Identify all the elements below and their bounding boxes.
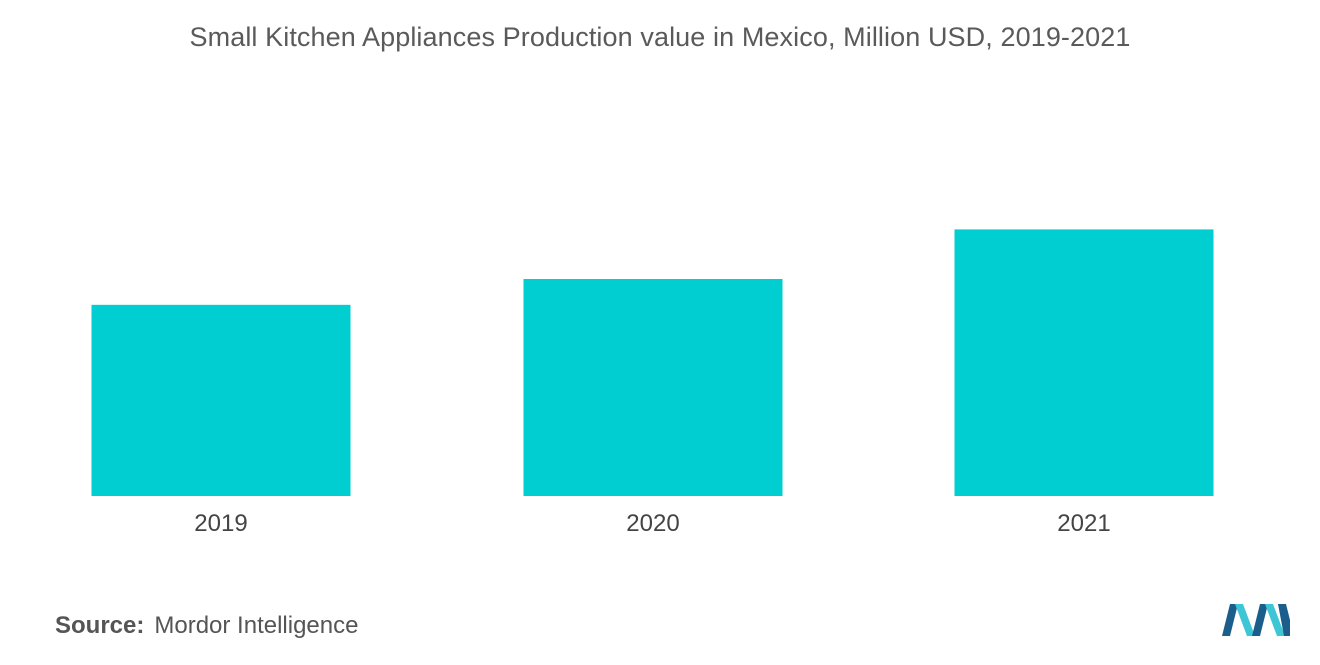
mordor-intelligence-logo-icon: [1222, 604, 1290, 636]
bar-2019: [91, 304, 351, 496]
source-label: Source:: [55, 612, 145, 639]
x-tick-label-2021: 2021: [1057, 510, 1110, 537]
bar-2021: [954, 229, 1214, 496]
chart-title: Small Kitchen Appliances Production valu…: [189, 22, 1131, 52]
bars-group: [91, 229, 1214, 496]
x-tick-label-2019: 2019: [194, 510, 247, 537]
source-note: Source: Mordor Intelligence: [55, 612, 358, 640]
x-axis-tick-labels: 2019 2020 2021: [194, 510, 1110, 537]
source-value: Mordor Intelligence: [154, 612, 359, 639]
bar-2020: [523, 279, 783, 496]
x-tick-label-2020: 2020: [626, 510, 679, 537]
